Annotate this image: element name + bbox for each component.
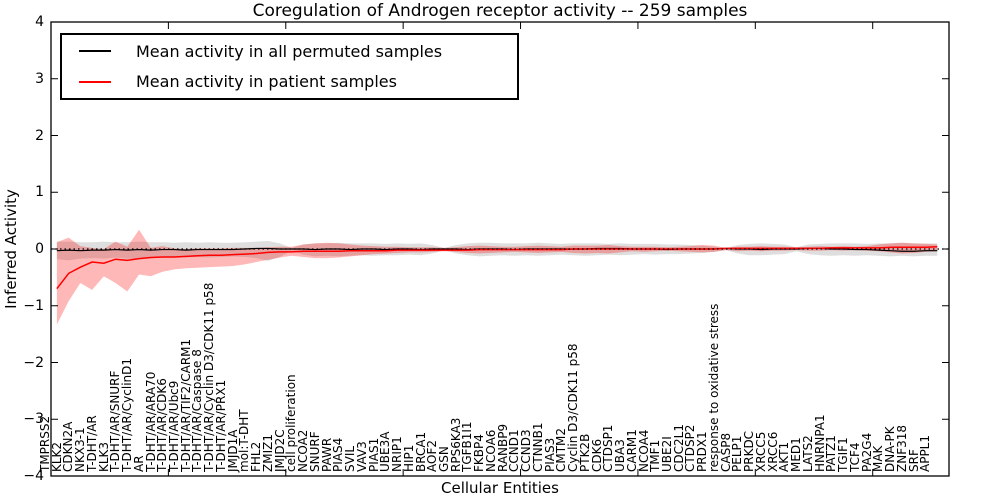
ytick-label: −2 [23,354,44,371]
legend-line-patient-icon [79,80,111,83]
x-axis-label: Cellular Entities [441,479,559,497]
legend-label-patient: Mean activity in patient samples [136,72,397,92]
ytick-label: 1 [35,184,44,201]
xtick-label: APPL1 [918,434,933,472]
xtick-label: AR [131,455,146,472]
legend-box: Mean activity in all permuted samples Me… [60,33,519,100]
ytick-label: −4 [23,468,44,484]
legend-line-permuted-icon [79,50,111,53]
ytick-label: 4 [35,14,44,30]
ytick-label: 2 [35,127,44,144]
xtick-label: CARM1 [624,429,639,472]
chart-title: Coregulation of Androgen receptor activi… [252,1,748,21]
xtick-label: ZNF318 [894,424,909,472]
ytick-label: 3 [35,70,44,87]
xtick-label: VAV3 [354,441,369,472]
legend-entry-patient: Mean activity in patient samples [62,68,517,96]
ytick-label: −3 [23,411,44,428]
ytick-label: −1 [23,297,44,314]
legend-entry-permuted: Mean activity in all permuted samples [62,37,517,65]
legend-label-permuted: Mean activity in all permuted samples [136,41,443,61]
xtick-label: T-DHT/AR [84,415,99,472]
ytick-label: 0 [35,241,44,257]
xtick-label: HIP1 [401,444,416,472]
